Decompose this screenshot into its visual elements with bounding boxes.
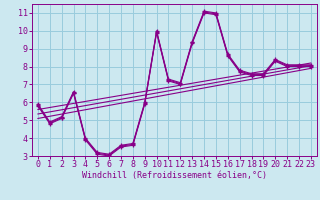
X-axis label: Windchill (Refroidissement éolien,°C): Windchill (Refroidissement éolien,°C)	[82, 171, 267, 180]
